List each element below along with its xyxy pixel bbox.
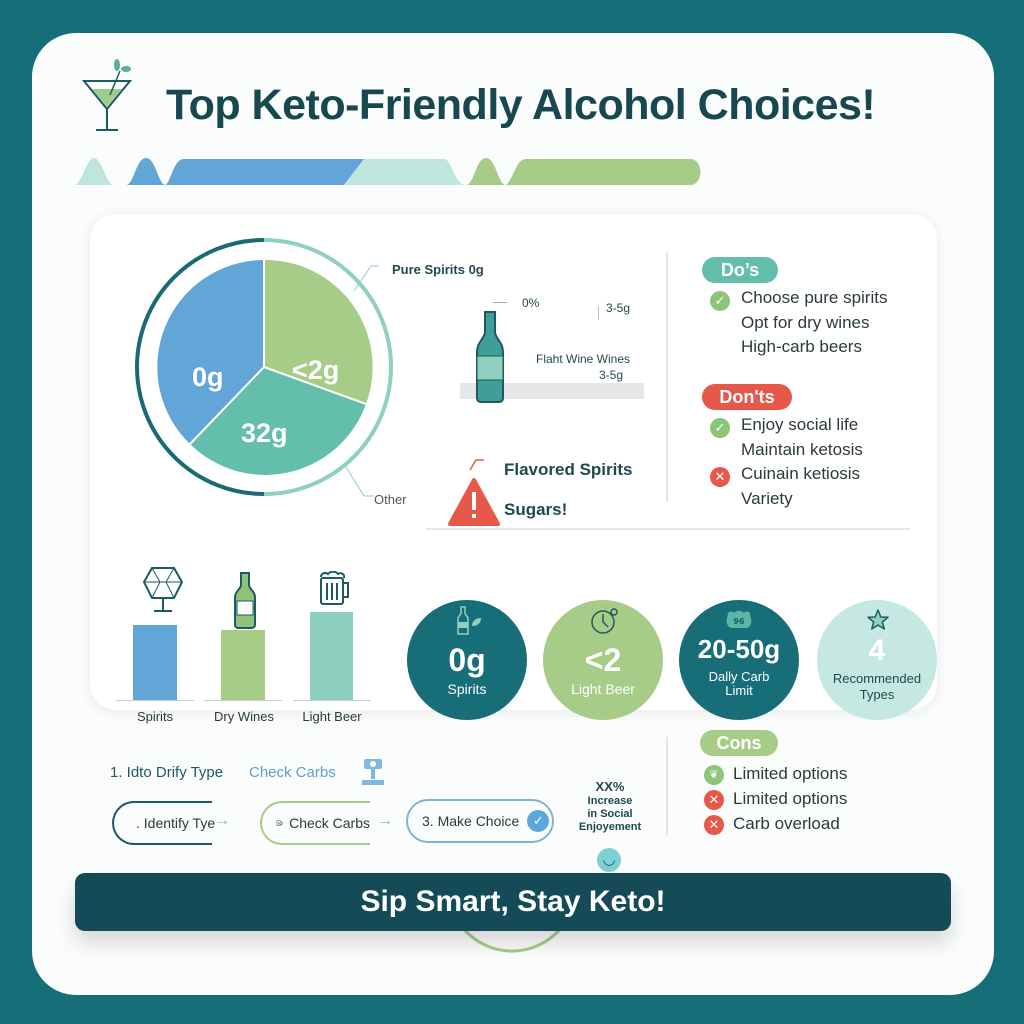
beer-mug-icon xyxy=(276,820,283,826)
main-card: 0g <2g 32g Pure Spirits 0g Other 0% 3-5g… xyxy=(90,214,937,724)
wine-label-value: 3-5g xyxy=(599,368,624,382)
step-identify-type[interactable]: . Identify Tye xyxy=(112,801,216,845)
dos-badge: Do’s xyxy=(702,257,778,283)
cons-item: Limited options xyxy=(733,789,848,808)
bar-baseline xyxy=(293,700,371,701)
wine-range-top: 3-5g xyxy=(606,301,631,315)
steps-heading-2: Check Carbs xyxy=(249,764,336,781)
social-caption: Increase in Social Enjoyement xyxy=(570,795,650,834)
check-circle-icon: ✓ xyxy=(527,810,550,832)
star-icon xyxy=(867,609,889,630)
smiley-icon: ◡ xyxy=(597,848,621,872)
bar-label-spirits: Spirits xyxy=(136,709,174,724)
wine-range-tick xyxy=(598,306,599,320)
stat-label: Types xyxy=(859,687,895,702)
decorative-wave-bar xyxy=(74,158,701,185)
cons-badge: Cons xyxy=(700,730,778,756)
x-icon: ✕ xyxy=(704,790,724,810)
stat-spirits: 0g Spirits xyxy=(407,600,527,720)
step-make-choice[interactable]: 3. Make Choice ✓ xyxy=(406,799,554,843)
callout-pure-spirits: Pure Spirits 0g xyxy=(392,262,484,277)
divider-horizontal xyxy=(426,528,910,530)
dos-item: Choose pure spirits xyxy=(741,288,888,307)
bar-baseline xyxy=(116,700,194,701)
wine-label: Flaht Wine Wines xyxy=(536,352,631,366)
bar-spirits xyxy=(133,625,177,700)
divider-vertical-bottom xyxy=(666,737,668,835)
stat-label: Limit xyxy=(725,683,753,698)
stat-label: Spirits xyxy=(447,681,487,697)
step-check-carbs[interactable]: Check Carbs xyxy=(260,801,370,845)
spirit-glass-icon xyxy=(142,567,184,612)
warning-subtitle: Sugars! xyxy=(504,500,568,519)
donts-item: Cuinain ketiosis xyxy=(741,464,861,483)
dos-item: High-carb beers xyxy=(741,337,862,356)
stat-value: 20-50g xyxy=(697,634,781,664)
pie-label-other: 32g xyxy=(241,418,288,448)
cons-item: Limited options xyxy=(733,764,848,783)
donts-item: Variety xyxy=(741,489,793,508)
steps-heading-1: 1. Idto Drify Type xyxy=(110,764,224,781)
martini-glass-icon xyxy=(81,59,133,131)
pie-label-wine: <2g xyxy=(292,355,340,385)
x-icon: ✕ xyxy=(704,815,724,835)
bar-label-light-beer: Light Beer xyxy=(302,709,362,724)
donts-item: Enjoy social life xyxy=(741,415,859,434)
step-label: Check Carbs xyxy=(289,815,370,831)
infographic-panel: Top Keto-Friendly Alcohol Choices! 0g <2… xyxy=(32,33,994,995)
check-icon: ✓ xyxy=(710,418,730,438)
arrow-icon: → xyxy=(214,812,230,829)
wine-shelf xyxy=(460,383,644,399)
social-line: Increase xyxy=(587,795,633,807)
stat-light-beer: <2 Light Beer xyxy=(543,600,663,720)
social-value: XX% xyxy=(595,779,625,794)
stat-label: Dally Carb xyxy=(708,669,770,684)
x-icon: ✕ xyxy=(710,467,730,487)
warning-icon xyxy=(448,459,500,526)
wine-percent: 0% xyxy=(522,296,540,310)
stat-recommended-types: 4 Recommended Types xyxy=(817,600,937,720)
divider-vertical xyxy=(666,252,668,502)
bar-dry-wines xyxy=(221,630,265,700)
warning-title: Flavored Spirits xyxy=(504,460,633,479)
bar-baseline xyxy=(204,700,282,701)
timer-icon xyxy=(591,608,618,634)
stat-label: Recommended xyxy=(832,671,922,686)
wine-pct-tick xyxy=(493,302,507,303)
stat-value: 4 xyxy=(868,634,886,667)
check-icon: ✓ xyxy=(710,291,730,311)
callout-other: Other xyxy=(374,492,407,507)
stat-value: <2 xyxy=(584,642,622,678)
arrow-icon: → xyxy=(377,812,393,829)
step-label: . Identify Tye xyxy=(136,815,216,831)
badge-icon: 96 xyxy=(726,610,752,628)
step-label: 3. Make Choice xyxy=(422,813,520,829)
stat-label: Light Beer xyxy=(571,681,635,697)
donts-badge: Don'ts xyxy=(702,384,792,410)
cons-item: Carb overload xyxy=(733,814,840,833)
page-title: Top Keto-Friendly Alcohol Choices! xyxy=(166,81,876,129)
bottle-leaf-icon xyxy=(457,606,481,635)
bar-label-dry-wines: Dry Wines xyxy=(214,709,274,724)
wine-bottle-icon xyxy=(234,572,256,629)
steps-heading: 1. Idto Drify Type xyxy=(110,764,223,781)
svg-text:96: 96 xyxy=(733,617,745,626)
donts-item: Maintain ketosis xyxy=(741,440,863,459)
leaf-icon: ❦ xyxy=(704,765,724,785)
carb-pie-chart xyxy=(135,238,393,497)
social-line: in Social xyxy=(587,808,633,820)
carb-meter-icon xyxy=(362,759,384,785)
stat-daily-carb-limit: 96 20-50g Dally Carb Limit xyxy=(679,600,799,720)
bar-light-beer xyxy=(310,612,353,700)
slogan-banner: Sip Smart, Stay Keto! xyxy=(75,873,951,931)
beer-mug-icon xyxy=(320,571,349,605)
stat-value: 0g xyxy=(448,642,486,678)
pie-label-spirits: 0g xyxy=(192,362,224,392)
dos-item: Opt for dry wines xyxy=(741,313,870,332)
social-line: Enjoyement xyxy=(578,821,642,833)
wine-bottle-icon xyxy=(476,311,504,403)
